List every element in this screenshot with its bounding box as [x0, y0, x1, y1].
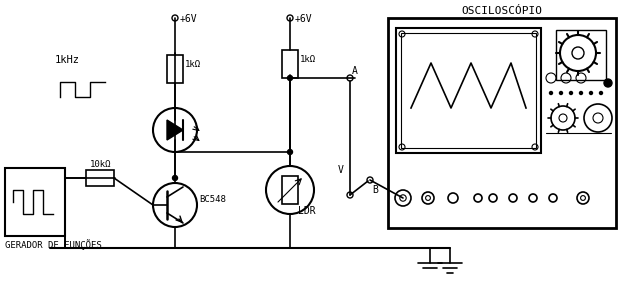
Bar: [388, 18, 616, 228]
Bar: [556, 30, 606, 80]
Circle shape: [569, 91, 572, 95]
Circle shape: [559, 91, 562, 95]
Text: BC548: BC548: [199, 195, 226, 204]
Circle shape: [599, 91, 602, 95]
Polygon shape: [167, 120, 183, 140]
Circle shape: [288, 149, 292, 154]
Text: 1kHz: 1kHz: [55, 55, 80, 65]
Circle shape: [173, 176, 178, 181]
Text: B: B: [372, 185, 378, 195]
Text: OSCILOSCÓPIO: OSCILOSCÓPIO: [461, 6, 542, 16]
Text: LDR: LDR: [298, 206, 316, 216]
Bar: [396, 28, 541, 153]
Circle shape: [579, 91, 582, 95]
Text: +6V: +6V: [180, 14, 198, 24]
Text: 1kΩ: 1kΩ: [300, 55, 316, 64]
Circle shape: [288, 76, 292, 80]
Bar: [282, 176, 298, 204]
Circle shape: [604, 79, 612, 87]
Bar: [401, 33, 536, 148]
Text: GERADOR DE FUNÇÕES: GERADOR DE FUNÇÕES: [5, 239, 102, 250]
Text: A: A: [352, 66, 358, 76]
Bar: [5, 168, 65, 236]
Bar: [167, 55, 183, 83]
Bar: [86, 170, 114, 186]
Text: 10kΩ: 10kΩ: [90, 160, 111, 169]
Text: V: V: [338, 165, 344, 175]
Circle shape: [549, 91, 552, 95]
Bar: [282, 50, 298, 78]
Circle shape: [589, 91, 592, 95]
Text: +6V: +6V: [295, 14, 312, 24]
Text: 1kΩ: 1kΩ: [185, 60, 201, 69]
